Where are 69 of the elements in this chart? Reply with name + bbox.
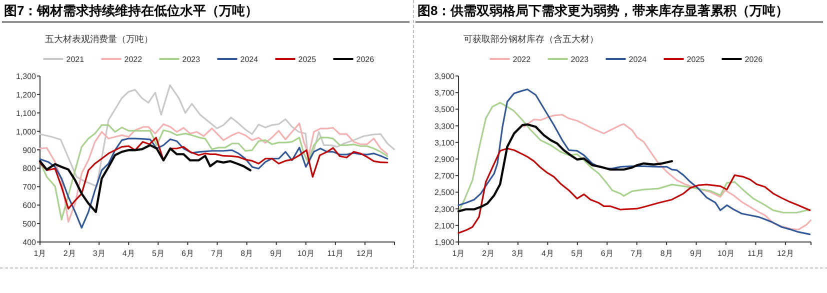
x-tick-label: 11月 [748,249,764,258]
x-tick-label: 8月 [660,249,673,258]
line-series [458,102,811,214]
chart-title: 图8：供需双弱格局下需求更为弱势，带来库存显著累积（万吨） [418,3,789,18]
line-series [458,88,811,236]
y-tick-label: 3,300 [434,122,456,131]
x-tick-label: 8月 [240,249,254,258]
y-tick-label: 3,100 [434,138,456,148]
x-tick-label: 1月 [34,249,46,258]
x-tick-label: 7月 [630,249,644,258]
legend-label: 2024 [240,55,259,64]
x-tick-label: 3月 [92,249,106,258]
y-tick-label: 2,500 [434,188,456,198]
legend-label: 2021 [66,55,85,64]
chart-subtitle: 五大材表观消费量（万吨） [45,34,153,44]
legend-label: 2024 [628,55,648,64]
y-tick-label: 400 [22,238,37,247]
legend-label: 2022 [124,55,143,64]
y-tick-label: 2,100 [434,221,456,230]
y-tick-label: 600 [22,201,37,210]
x-tick-label: 12月 [356,249,374,258]
x-tick-label: 12月 [776,249,794,258]
y-tick-label: 3,900 [434,72,456,81]
y-tick-label: 1,900 [434,238,456,247]
line-series [39,138,388,229]
line-series [458,148,811,234]
y-tick-label: 3,500 [434,105,456,114]
line-series [38,144,252,214]
line-series [457,123,673,212]
y-tick-label: 2,300 [434,204,456,214]
y-tick-label: 700 [22,182,37,192]
y-tick-label: 1,200 [16,90,37,100]
x-tick-label: 9月 [690,249,702,258]
y-tick-label: 1,300 [16,72,37,81]
x-tick-label: 6月 [600,249,614,258]
line-series [39,84,395,188]
x-tick-label: 7月 [211,249,224,258]
legend-label: 2025 [298,55,317,64]
x-tick-label: 11月 [327,249,344,258]
chart-subtitle: 可获取部分钢材库存（含五大材） [464,34,598,44]
x-tick-label: 5月 [152,249,164,258]
y-tick-label: 2,900 [434,155,456,164]
x-tick-label: 4月 [541,249,554,258]
y-tick-label: 1,100 [16,108,37,118]
x-tick-label: 1月 [452,249,465,258]
y-tick-label: 800 [22,164,37,174]
legend-label: 2022 [512,55,532,64]
legend-label: 2023 [182,55,201,64]
x-tick-label: 9月 [270,249,283,258]
y-tick-label: 500 [22,220,37,229]
line-series [39,136,388,210]
legend-label: 2023 [570,55,590,64]
legend-label: 2026 [744,55,764,64]
y-tick-label: 3,700 [434,88,456,98]
x-tick-label: 6月 [181,249,194,258]
line-series [523,114,812,230]
chart-title: 图7：钢材需求持续维持在低位水平（万吨） [4,3,258,18]
x-tick-label: 10月 [297,249,314,258]
x-tick-label: 10月 [718,249,734,258]
x-tick-label: 4月 [122,249,135,258]
y-tick-label: 2,700 [434,172,456,181]
x-tick-label: 3月 [512,249,524,258]
x-tick-label: 2月 [482,249,494,258]
y-tick-label: 1,000 [16,127,37,136]
x-tick-label: 5月 [571,249,584,258]
legend-label: 2026 [356,55,375,64]
y-tick-label: 900 [22,146,37,155]
legend-label: 2025 [686,55,706,64]
x-tick-label: 2月 [63,249,76,258]
